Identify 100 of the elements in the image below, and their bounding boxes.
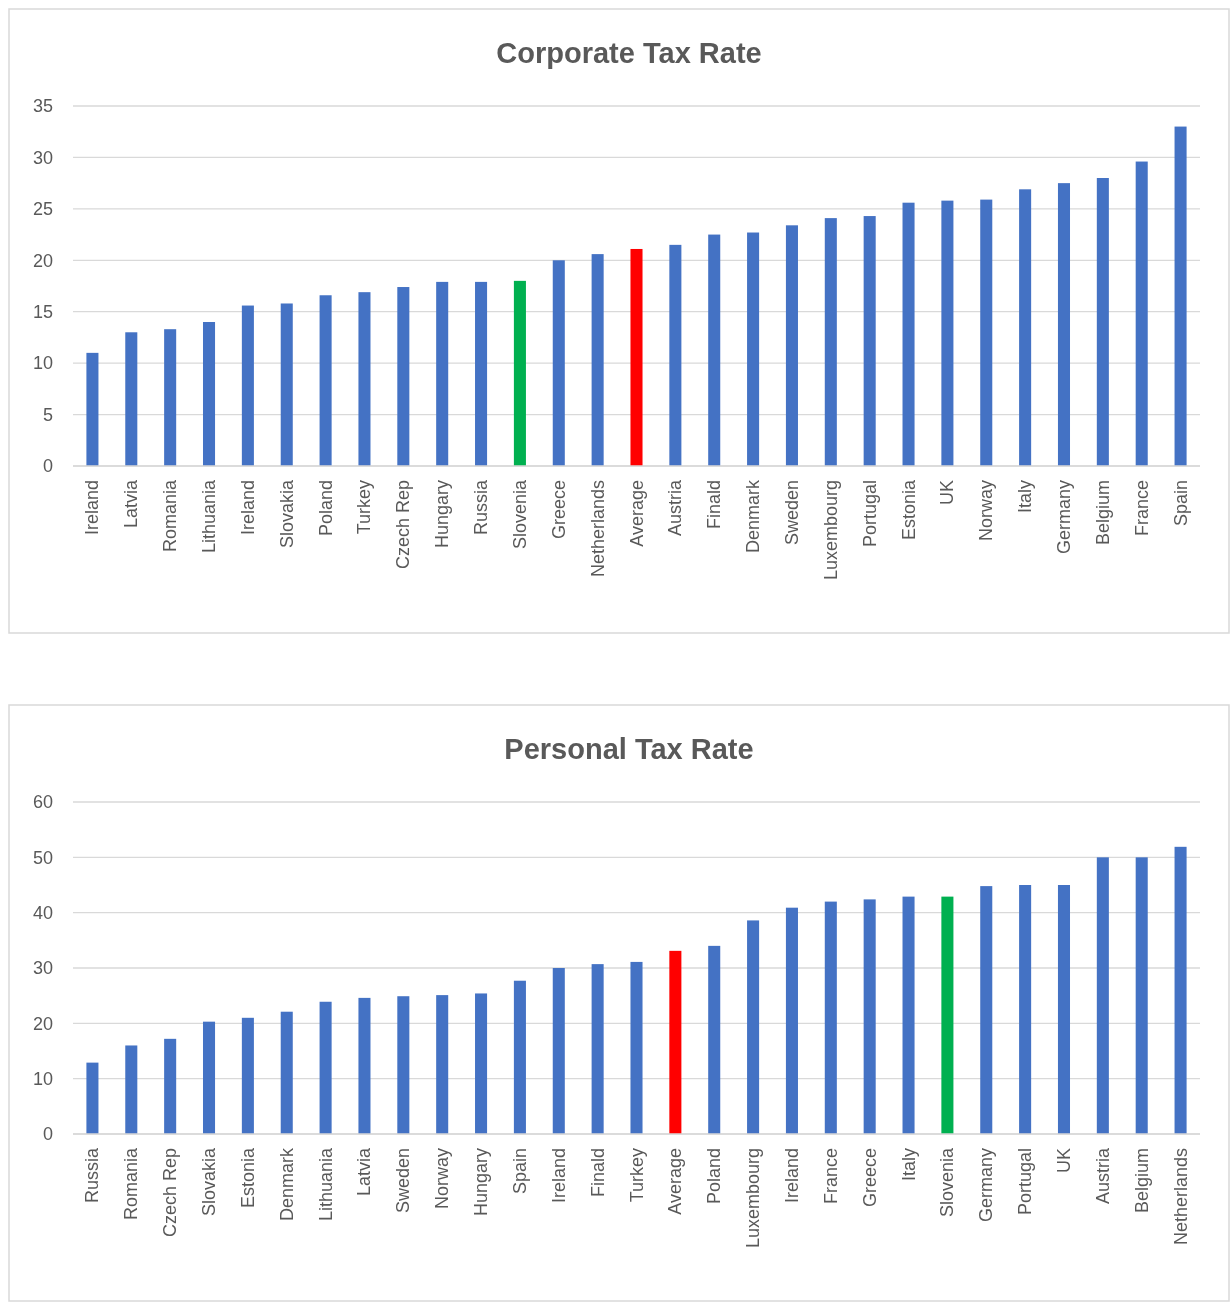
x-tick-label: Romania bbox=[160, 479, 181, 553]
x-tick-label: Finald bbox=[587, 1148, 608, 1198]
x-tick-label: Netherlands bbox=[587, 480, 608, 578]
bar bbox=[902, 202, 915, 466]
x-tick-label: Austria bbox=[665, 479, 686, 537]
bar bbox=[747, 232, 760, 466]
x-tick-label: Average bbox=[665, 1148, 686, 1215]
y-tick-label: 30 bbox=[32, 147, 53, 168]
x-tick-label: Luxembourg bbox=[743, 1148, 764, 1249]
bar bbox=[86, 1062, 99, 1134]
bar bbox=[941, 896, 954, 1134]
x-tick-label: Italy bbox=[898, 1148, 919, 1182]
y-tick-label: 20 bbox=[32, 250, 53, 271]
x-tick-label: Greece bbox=[548, 480, 569, 540]
x-tick-label: Romania bbox=[121, 1147, 142, 1221]
bar bbox=[164, 329, 177, 466]
bar bbox=[125, 332, 138, 466]
bar bbox=[980, 199, 993, 466]
bar bbox=[397, 996, 410, 1134]
x-tick-label: Ireland bbox=[237, 480, 258, 536]
bar bbox=[708, 945, 721, 1134]
bar bbox=[1019, 885, 1032, 1134]
x-tick-label: France bbox=[1131, 480, 1152, 537]
y-tick-label: 40 bbox=[32, 902, 53, 923]
y-tick-label: 0 bbox=[42, 456, 53, 477]
bar bbox=[319, 1001, 332, 1134]
x-tick-label: France bbox=[820, 1148, 841, 1205]
x-tick-label: Ireland bbox=[82, 480, 103, 536]
bar bbox=[1174, 846, 1187, 1134]
y-tick-label: 5 bbox=[42, 404, 53, 425]
x-tick-label: Spain bbox=[1170, 480, 1191, 527]
x-tick-label: Slovakia bbox=[199, 1147, 220, 1217]
x-tick-label: Finald bbox=[704, 480, 725, 530]
x-tick-label: UK bbox=[937, 480, 958, 506]
bar bbox=[125, 1045, 138, 1134]
bar bbox=[708, 234, 721, 466]
x-tick-label: Portugal bbox=[1015, 1148, 1036, 1216]
bar bbox=[591, 964, 604, 1134]
x-tick-label: Latvia bbox=[121, 479, 142, 529]
bar bbox=[824, 901, 837, 1134]
x-tick-label: Italy bbox=[1015, 480, 1036, 514]
bar bbox=[1057, 183, 1071, 466]
bar bbox=[1135, 161, 1148, 466]
bar bbox=[1096, 178, 1109, 466]
x-tick-label: Latvia bbox=[354, 1147, 375, 1197]
bar bbox=[397, 287, 410, 466]
x-tick-label: Norway bbox=[976, 480, 997, 542]
bar bbox=[202, 1021, 216, 1134]
bar bbox=[358, 997, 371, 1134]
bar bbox=[280, 303, 293, 466]
bar bbox=[980, 886, 993, 1134]
chart-title: Corporate Tax Rate bbox=[496, 37, 762, 69]
x-tick-label: Poland bbox=[704, 1148, 725, 1205]
bar bbox=[436, 281, 449, 466]
bar bbox=[1057, 885, 1071, 1134]
bar bbox=[436, 995, 449, 1134]
bar bbox=[1019, 189, 1032, 466]
x-tick-label: Slovenia bbox=[509, 479, 530, 550]
bar bbox=[747, 920, 760, 1134]
bar bbox=[630, 961, 643, 1134]
y-tick-label: 30 bbox=[32, 958, 53, 979]
bar bbox=[513, 280, 526, 466]
bar bbox=[630, 248, 643, 466]
bar bbox=[164, 1038, 177, 1134]
bar bbox=[86, 352, 99, 466]
x-tick-label: Ireland bbox=[548, 1148, 569, 1204]
bar bbox=[241, 1017, 254, 1134]
x-tick-label: Austria bbox=[1092, 1147, 1113, 1205]
bar bbox=[669, 950, 682, 1134]
x-tick-label: Sweden bbox=[781, 480, 802, 546]
bar bbox=[941, 200, 954, 466]
y-tick-label: 10 bbox=[32, 1068, 53, 1089]
x-tick-label: Belgium bbox=[1131, 1148, 1152, 1214]
x-tick-label: Greece bbox=[859, 1148, 880, 1208]
bar bbox=[202, 322, 216, 466]
bar bbox=[475, 993, 488, 1134]
x-tick-label: UK bbox=[1053, 1148, 1074, 1174]
bar bbox=[902, 896, 915, 1134]
x-tick-label: Germany bbox=[1053, 480, 1074, 555]
x-tick-label: Czech Rep bbox=[393, 480, 414, 570]
x-tick-label: Denmark bbox=[276, 1147, 297, 1222]
bar bbox=[241, 305, 254, 466]
y-tick-label: 15 bbox=[32, 302, 53, 323]
y-tick-label: 25 bbox=[32, 199, 53, 220]
x-tick-label: Estonia bbox=[237, 1147, 258, 1209]
y-tick-label: 20 bbox=[32, 1013, 53, 1034]
bar bbox=[513, 980, 526, 1134]
x-tick-label: Lithuania bbox=[315, 1147, 336, 1222]
x-tick-label: Poland bbox=[315, 480, 336, 537]
x-tick-label: Ireland bbox=[781, 1148, 802, 1204]
x-tick-label: Turkey bbox=[354, 480, 375, 535]
bar bbox=[1096, 857, 1109, 1134]
bar bbox=[1174, 126, 1187, 466]
bar bbox=[824, 218, 837, 466]
x-tick-label: Lithuania bbox=[199, 479, 220, 554]
bar bbox=[475, 281, 488, 466]
y-tick-label: 35 bbox=[32, 96, 53, 117]
bar bbox=[1135, 857, 1148, 1134]
x-tick-label: Norway bbox=[432, 1148, 453, 1210]
x-tick-label: Hungary bbox=[471, 1148, 492, 1217]
